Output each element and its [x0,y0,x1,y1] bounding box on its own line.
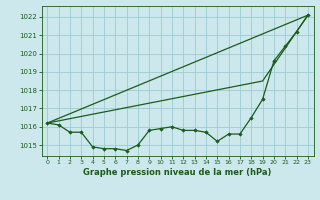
X-axis label: Graphe pression niveau de la mer (hPa): Graphe pression niveau de la mer (hPa) [84,168,272,177]
